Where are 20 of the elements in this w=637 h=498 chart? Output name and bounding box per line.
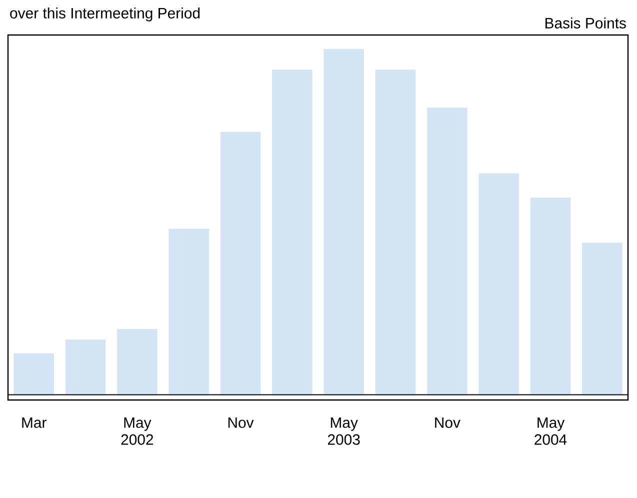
x-tick-label: Mar [22,418,46,428]
bar [427,108,468,395]
bar [65,339,106,395]
bar [530,198,571,395]
x-tick-label: Nov [228,418,254,428]
bar [220,132,261,395]
x-tick-label: Nov [435,418,460,428]
bar [478,173,519,395]
bar [14,353,54,395]
y-axis-title: Basis Points [545,17,626,28]
x-tick-label: May 2004 [534,418,567,445]
bar [272,70,312,395]
bar [582,242,622,395]
x-tick-label: May 2003 [328,418,360,445]
bar [168,228,209,395]
chart-title: over this Intermeeting Period [10,8,200,22]
x-tick-label: May 2002 [121,418,154,445]
bar [324,48,364,395]
bar [375,70,416,395]
bar [117,329,158,395]
